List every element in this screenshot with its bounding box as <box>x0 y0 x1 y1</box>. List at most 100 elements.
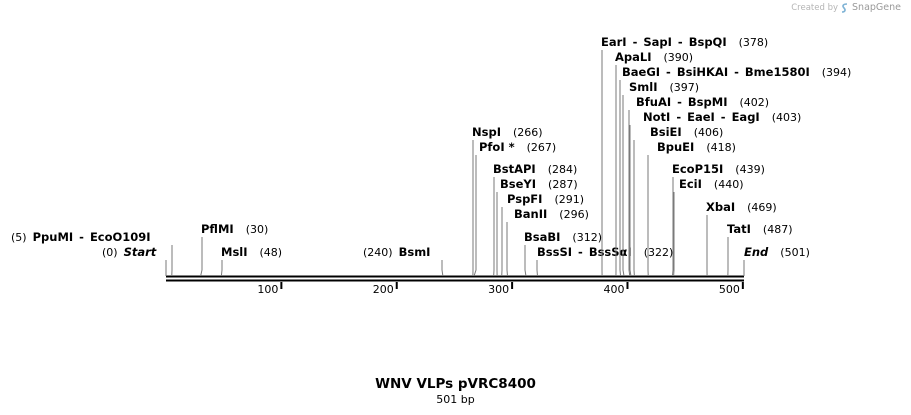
feature-connector <box>619 80 622 277</box>
feature-label: (5) PpuMI - EcoO109I <box>11 230 151 244</box>
feature-name: BstAPI <box>493 162 536 176</box>
feature-label: EciI (440) <box>679 177 744 191</box>
feature-position: (418) <box>706 141 736 154</box>
feature-label: BanII (296) <box>514 207 589 221</box>
feature-position: (394) <box>822 66 852 79</box>
feature-separator: - <box>666 65 671 79</box>
feature-name: EaeI <box>687 110 715 124</box>
feature-name: BssSI <box>537 245 572 259</box>
feature-label: BseYI (287) <box>500 177 578 191</box>
feature-name: BspQI <box>689 35 727 49</box>
feature-name: BseYI <box>500 177 536 191</box>
feature-name: EarI <box>601 35 627 49</box>
feature-label: BsaBI (312) <box>524 230 602 244</box>
credit-brand: SnapGene <box>852 2 901 13</box>
feature-label: BssSI - BssSαI (322) <box>537 245 673 259</box>
credit-prefix: Created by <box>791 2 839 13</box>
feature-name: PspFI <box>507 192 542 206</box>
feature-label: BfuAI - BspMI (402) <box>636 95 769 109</box>
feature-position: (469) <box>747 201 777 214</box>
feature-position: (5) <box>11 231 27 244</box>
feature-name: BspMI <box>688 95 728 109</box>
feature-name: MslI <box>221 245 248 259</box>
feature-name: EagI <box>732 110 760 124</box>
snapgene-logo-icon <box>841 2 848 13</box>
restriction-map: 100 200 300 400 500 (5) PpuMI - EcoO109I(0) Star… <box>11 35 851 296</box>
feature-name: BpuEI <box>657 140 694 154</box>
feature-position: (287) <box>548 178 578 191</box>
feature-name: EciI <box>679 177 702 191</box>
feature-labels: (5) PpuMI - EcoO109I(0) Start PflMI (30) MslI (4… <box>11 35 851 277</box>
feature-name: Bme1580I <box>745 65 810 79</box>
feature-name: End <box>744 245 769 259</box>
feature-position: (403) <box>772 111 802 124</box>
feature-separator: - <box>633 35 638 49</box>
feature-name: EcoP15I <box>672 162 723 176</box>
feature-label: TatI (487) <box>727 222 793 236</box>
ruler-tick-label: 300 <box>488 283 509 296</box>
feature-label: NotI - EaeI - EagI (403) <box>643 110 801 124</box>
feature-label: BaeGI - BsiHKAI - Bme1580I (394) <box>622 65 851 79</box>
feature-label: BpuEI (418) <box>657 140 736 154</box>
snapgene-credit: Created by SnapGene <box>791 2 901 13</box>
feature-name: PfoI * <box>479 140 515 154</box>
feature-connector <box>200 237 203 277</box>
feature-label: (240) BsmI <box>363 245 430 259</box>
feature-name: BsmI <box>399 245 431 259</box>
feature-name: Start <box>124 245 157 259</box>
map-title: WNV VLPs pVRC8400 <box>375 376 536 392</box>
feature-separator: - <box>721 110 726 124</box>
feature-position: (402) <box>740 96 770 109</box>
feature-position: (322) <box>644 246 674 259</box>
feature-separator: - <box>677 95 682 109</box>
feature-connector <box>220 260 223 277</box>
feature-position: (439) <box>735 163 765 176</box>
feature-name: XbaI <box>706 200 735 214</box>
feature-label: PflMI (30) <box>201 222 268 236</box>
feature-position: (296) <box>559 208 589 221</box>
feature-name: EcoO109I <box>90 230 151 244</box>
feature-label: SmlI (397) <box>629 80 699 94</box>
feature-position: (291) <box>554 193 584 206</box>
feature-position: (48) <box>260 246 283 259</box>
feature-name: NotI <box>643 110 670 124</box>
feature-label: ApaLI (390) <box>615 50 693 64</box>
feature-label: EarI - SapI - BspQI (378) <box>601 35 768 49</box>
feature-label: EcoP15I (439) <box>672 162 765 176</box>
feature-name: BanII <box>514 207 547 221</box>
feature-label: BsiEI (406) <box>650 125 723 139</box>
feature-position: (397) <box>670 81 700 94</box>
feature-name: BaeGI <box>622 65 660 79</box>
feature-position: (240) <box>363 246 393 259</box>
ruler-tick-label: 200 <box>373 283 394 296</box>
feature-label: (0) Start <box>102 245 157 259</box>
feature-connector <box>671 177 674 277</box>
feature-position: (378) <box>739 36 769 49</box>
ruler-tick-label: 400 <box>603 283 624 296</box>
feature-position: (30) <box>246 223 269 236</box>
feature-label: PfoI * (267) <box>479 140 556 154</box>
ruler-tick-label: 100 <box>257 283 278 296</box>
feature-label: BstAPI (284) <box>493 162 577 176</box>
feature-position: (487) <box>763 223 793 236</box>
feature-name: BfuAI <box>636 95 671 109</box>
feature-connector <box>629 125 632 277</box>
feature-name: NspI <box>472 125 501 139</box>
feature-name: BssSαI <box>589 245 632 259</box>
ruler-tick-label: 500 <box>719 283 740 296</box>
feature-label: NspI (266) <box>472 125 543 139</box>
feature-name: TatI <box>727 222 751 236</box>
feature-connector <box>524 245 527 277</box>
feature-position: (390) <box>664 51 694 64</box>
feature-separator: - <box>678 35 683 49</box>
feature-separator: - <box>79 230 84 244</box>
feature-name: SmlI <box>629 80 658 94</box>
feature-label: XbaI (469) <box>706 200 777 214</box>
feature-connector <box>628 110 631 277</box>
feature-position: (501) <box>780 246 810 259</box>
feature-connector <box>622 95 625 277</box>
feature-position: (312) <box>572 231 602 244</box>
feature-position: (266) <box>513 126 543 139</box>
feature-separator: - <box>734 65 739 79</box>
feature-name: BsaBI <box>524 230 560 244</box>
